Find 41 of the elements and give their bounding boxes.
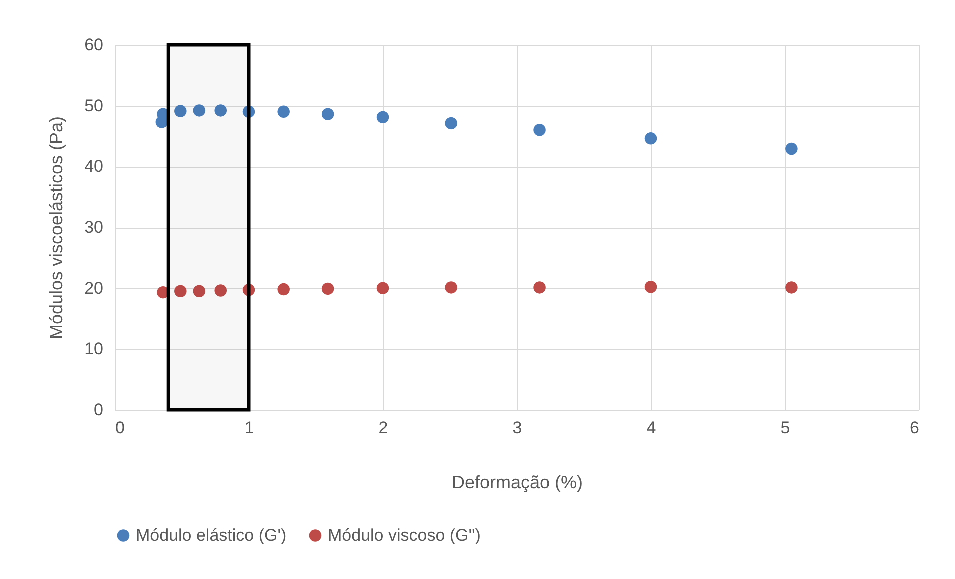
point — [242, 284, 256, 296]
point — [278, 283, 290, 296]
x-tick-label: 3 — [512, 418, 522, 438]
x-tick-label: 1 — [244, 418, 254, 438]
point — [644, 132, 658, 145]
point — [156, 116, 168, 128]
point — [376, 282, 390, 294]
y-tick-label: 0 — [94, 400, 104, 420]
point — [376, 111, 390, 124]
y-tick-label: 10 — [84, 340, 104, 359]
point — [174, 285, 187, 298]
legend-label: Módulo elástico (G') — [136, 526, 287, 545]
point — [242, 106, 256, 118]
point — [193, 285, 206, 298]
x-axis-title: Deformação (%) — [452, 472, 584, 492]
point — [214, 284, 227, 297]
point — [445, 282, 458, 294]
y-tick-label: 30 — [84, 218, 104, 237]
y-tick-label: 20 — [84, 278, 104, 298]
y-tick-label: 50 — [84, 96, 104, 116]
y-tick-label: 60 — [84, 36, 104, 54]
point — [534, 124, 546, 136]
point — [322, 108, 334, 120]
point — [214, 104, 227, 117]
x-tick-label: 4 — [646, 418, 656, 438]
point — [534, 282, 546, 294]
y-axis-title: Módulos viscoelásticos (Pa) — [46, 116, 67, 340]
point — [644, 281, 658, 294]
x-tick-label: 6 — [910, 418, 920, 438]
point — [786, 142, 798, 156]
x-tick-label: 2 — [378, 418, 388, 438]
point — [786, 282, 798, 294]
point — [445, 117, 458, 130]
point — [322, 282, 334, 296]
x-tick-label: 0 — [116, 418, 125, 438]
y-tick-label: 40 — [84, 157, 104, 176]
point — [193, 104, 206, 117]
x-tick-label: 5 — [780, 418, 790, 438]
point — [174, 105, 187, 118]
point — [278, 106, 290, 118]
legend-label: Módulo viscoso (G'') — [328, 526, 481, 545]
